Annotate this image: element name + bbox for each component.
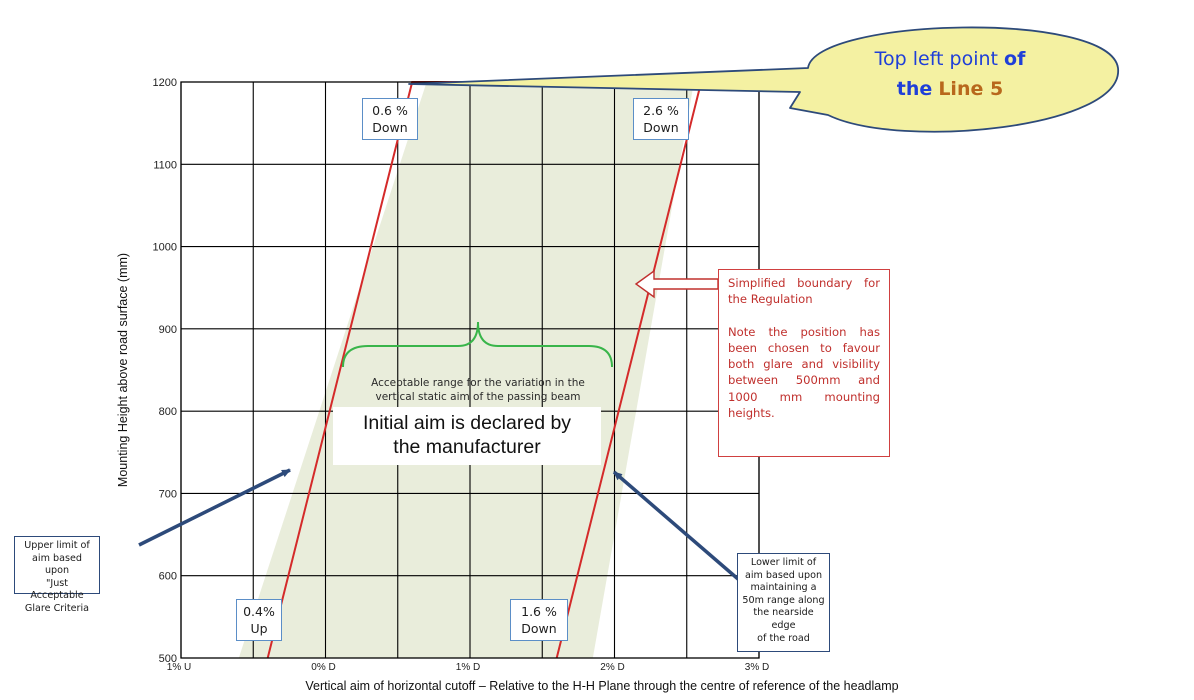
y-tick-label: 1000 [153, 242, 177, 254]
callout-line-5: Line 5 [938, 78, 1004, 100]
regulation-note-heading: Simplified boundary for the Regulation [728, 276, 880, 307]
corner-label-value: 0.4% [243, 604, 275, 619]
acceptable-band [238, 82, 694, 658]
lower-limit-line: 50m range along [742, 594, 825, 606]
x-tick-labels: 1% U 0% D 1% D 2% D 3% D [167, 662, 769, 673]
callout-bubble [408, 26, 1119, 133]
initial-aim-line-1: Initial aim is declared by [362, 412, 572, 434]
callout-of: of [1004, 48, 1026, 70]
lower-limit-line: Lower limit of [750, 557, 817, 568]
corner-label-direction: Down [643, 120, 679, 135]
y-tick-label: 1100 [153, 159, 177, 171]
corner-label-value: 0.6 % [372, 103, 408, 118]
callout-text: Top left point of the Line 5 [815, 44, 1085, 104]
callout-the: the [896, 78, 933, 100]
lower-limit-line: the nearside edge [753, 607, 814, 631]
upper-limit-box: Upper limit of aim based upon "Just Acce… [14, 536, 100, 614]
y-tick-label: 900 [159, 324, 177, 336]
y-tick-label: 700 [159, 488, 177, 500]
x-axis-label: Vertical aim of horizontal cutoff – Rela… [305, 679, 898, 693]
initial-aim-line-2: the manufacturer [393, 436, 541, 458]
corner-label-value: 1.6 % [521, 604, 557, 619]
acceptable-range-line-1: Acceptable range for the variation in th… [371, 377, 585, 389]
lower-limit-line: aim based upon [744, 569, 823, 581]
acceptable-range-caption: Acceptable range for the variation in th… [343, 376, 613, 404]
corner-label-top-left: 0.6 % Down [362, 98, 418, 140]
y-tick-label: 800 [159, 406, 177, 418]
upper-limit-line: Upper limit of [24, 540, 90, 551]
x-tick-label: 2% D [600, 662, 624, 673]
x-tick-label: 0% D [311, 662, 335, 673]
corner-label-direction: Down [521, 621, 557, 636]
acceptable-range-line-2: vertical static aim of the passing beam [375, 391, 581, 403]
x-tick-label: 1% U [167, 662, 191, 673]
callout-line-1: Top left point [874, 48, 998, 70]
lower-limit-line: maintaining a [750, 582, 817, 594]
regulation-note-body: Note the position has been chosen to fav… [728, 324, 880, 421]
y-tick-label: 600 [159, 571, 177, 583]
corner-label-bottom-right: 1.6 % Down [510, 599, 568, 641]
corner-label-value: 2.6 % [643, 103, 679, 118]
lower-limit-line: of the road [757, 632, 810, 644]
lower-limit-box: Lower limit of aim based upon maintainin… [737, 553, 830, 652]
x-tick-label: 3% D [745, 662, 769, 673]
y-tick-label: 1200 [153, 77, 177, 89]
x-tick-label: 1% D [456, 662, 480, 673]
corner-label-top-right: 2.6 % Down [633, 98, 689, 140]
upper-limit-pointer [138, 468, 291, 547]
boundary-pointer-arrow [634, 269, 719, 299]
y-tick-label: 500 [159, 653, 177, 665]
y-tick-labels: 500 600 700 800 900 1000 1100 1200 [153, 77, 177, 665]
regulation-note-box: Simplified boundary for the Regulation N… [718, 269, 890, 457]
corner-label-direction: Down [372, 120, 408, 135]
corner-label-direction: Up [250, 621, 268, 636]
upper-limit-line: Glare Criteria [24, 602, 90, 614]
corner-label-bottom-left: 0.4% Up [236, 599, 282, 641]
upper-limit-line: "Just Acceptable [30, 577, 84, 602]
upper-limit-line: aim based upon [32, 552, 82, 577]
lower-limit-pointer [612, 470, 762, 600]
initial-aim-label: Initial aim is declared by the manufactu… [333, 407, 601, 465]
y-axis-label: Mounting Height above road surface (mm) [116, 253, 130, 487]
acceptable-range-brace [342, 321, 613, 368]
